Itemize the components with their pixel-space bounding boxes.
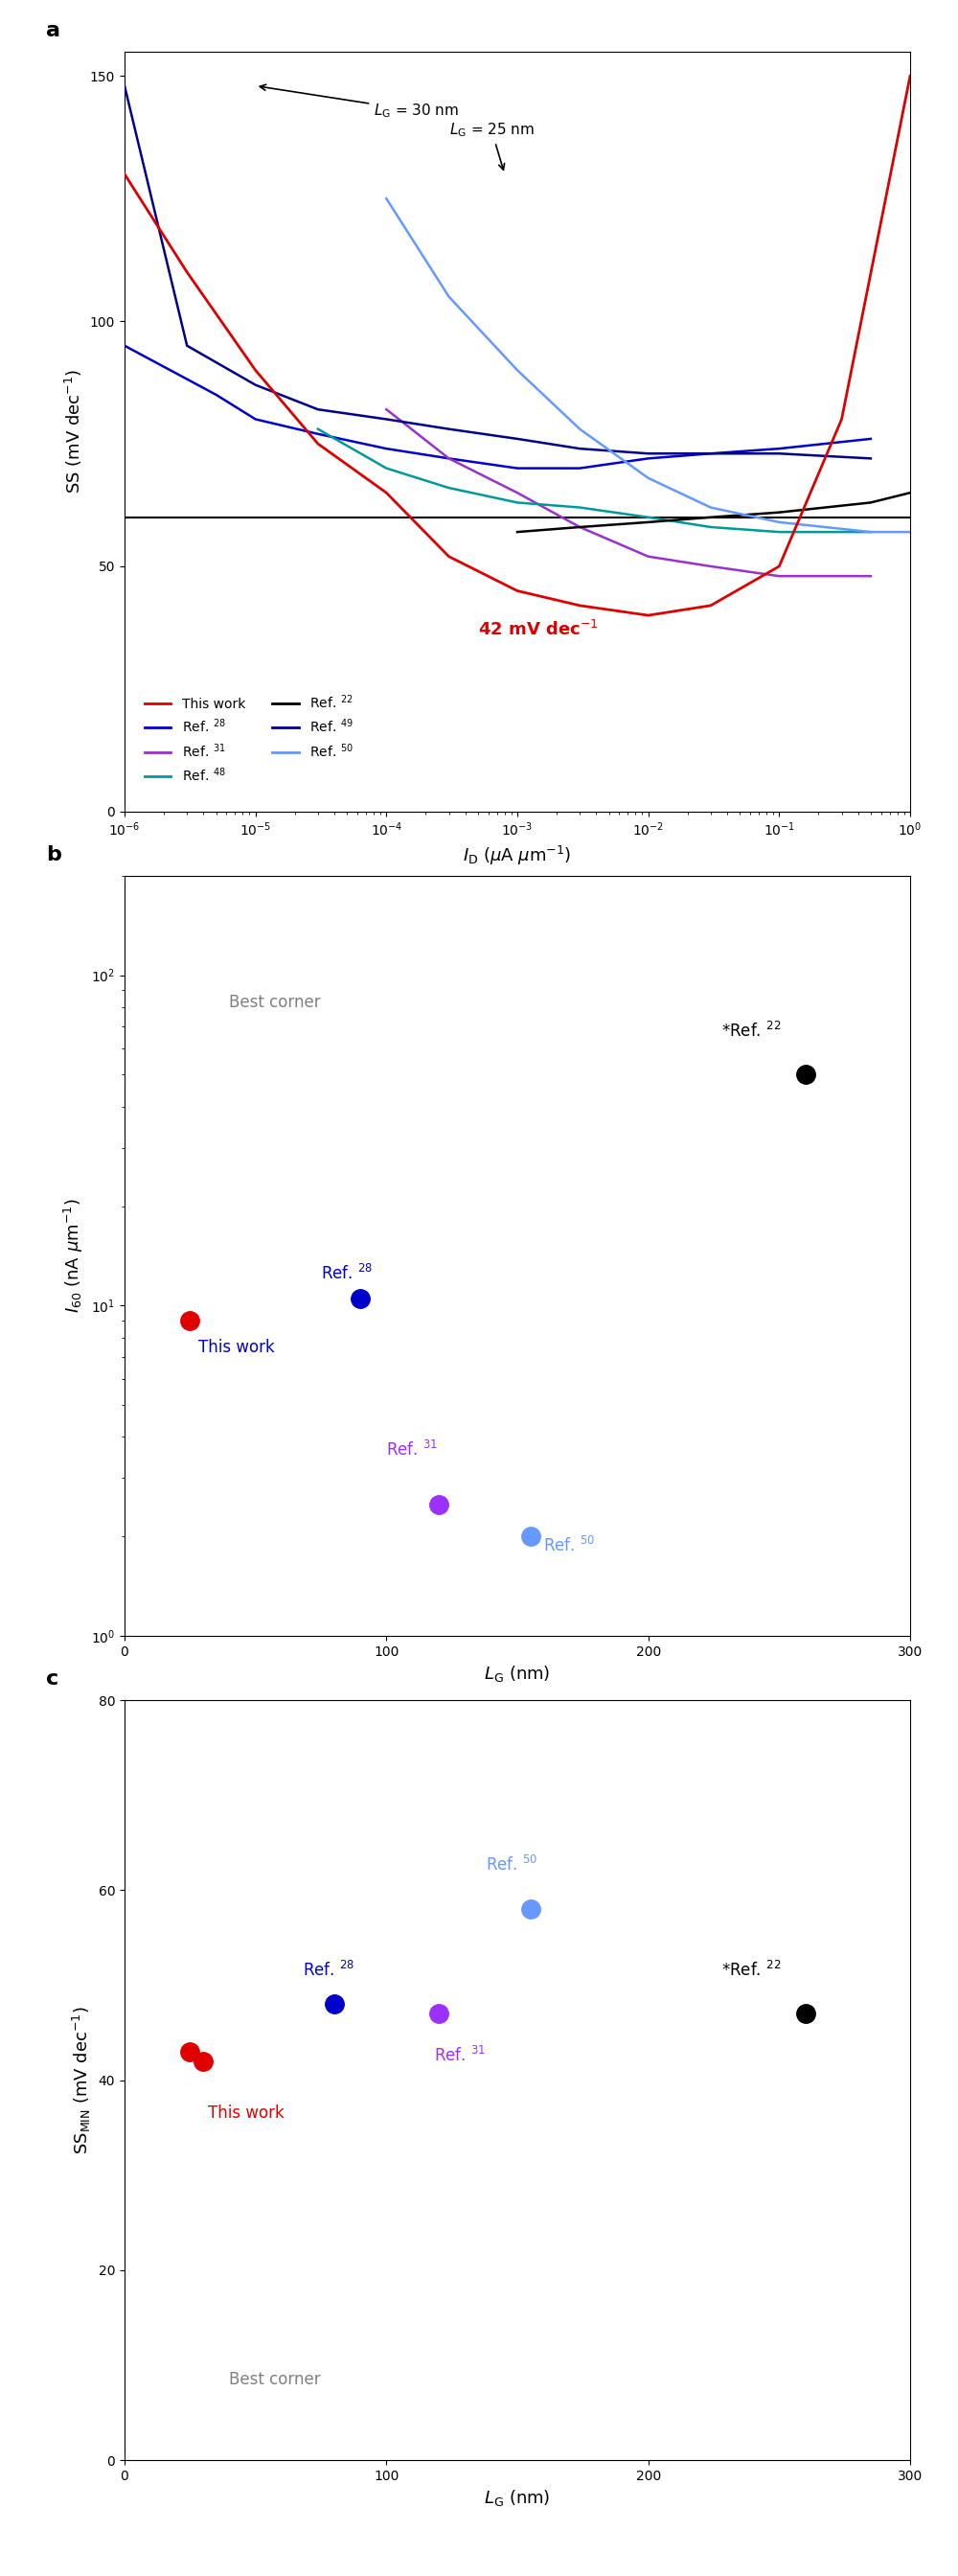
Text: 42 mV dec$^{-1}$: 42 mV dec$^{-1}$ bbox=[478, 618, 598, 639]
Text: c: c bbox=[46, 1669, 58, 1690]
Legend: This work, Ref. $^{28}$, Ref. $^{31}$, Ref. $^{48}$, Ref. $^{22}$, Ref. $^{49}$,: This work, Ref. $^{28}$, Ref. $^{31}$, R… bbox=[139, 688, 358, 791]
Text: *Ref. $^{22}$: *Ref. $^{22}$ bbox=[721, 1960, 782, 1978]
Text: Ref. $^{31}$: Ref. $^{31}$ bbox=[386, 1440, 438, 1461]
Text: $L_{\rm G}$ = 30 nm: $L_{\rm G}$ = 30 nm bbox=[260, 85, 459, 118]
Text: Best corner: Best corner bbox=[229, 994, 321, 1012]
Text: Ref. $^{50}$: Ref. $^{50}$ bbox=[543, 1535, 596, 1556]
Text: This work: This work bbox=[198, 1340, 274, 1358]
Text: Best corner: Best corner bbox=[229, 2370, 321, 2388]
Text: b: b bbox=[46, 845, 61, 866]
Text: *Ref. $^{22}$: *Ref. $^{22}$ bbox=[721, 1023, 782, 1041]
Y-axis label: SS (mV dec$^{-1}$): SS (mV dec$^{-1}$) bbox=[63, 368, 84, 495]
X-axis label: $L_{\rm G}$ (nm): $L_{\rm G}$ (nm) bbox=[484, 1664, 551, 1685]
Text: Ref. $^{28}$: Ref. $^{28}$ bbox=[303, 1960, 354, 1978]
Text: Ref. $^{28}$: Ref. $^{28}$ bbox=[321, 1265, 373, 1283]
X-axis label: $L_{\rm G}$ (nm): $L_{\rm G}$ (nm) bbox=[484, 2488, 551, 2509]
Text: a: a bbox=[46, 21, 60, 41]
Y-axis label: SS$_{\rm MIN}$ (mV dec$^{-1}$): SS$_{\rm MIN}$ (mV dec$^{-1}$) bbox=[71, 2007, 93, 2154]
Text: This work: This work bbox=[208, 2105, 285, 2123]
Text: $L_{\rm G}$ = 25 nm: $L_{\rm G}$ = 25 nm bbox=[449, 121, 535, 170]
Text: Ref. $^{31}$: Ref. $^{31}$ bbox=[434, 2045, 486, 2066]
X-axis label: $I_{\rm D}$ ($\mu$A $\mu$m$^{-1}$): $I_{\rm D}$ ($\mu$A $\mu$m$^{-1}$) bbox=[463, 845, 572, 868]
Y-axis label: $I_{60}$ (nA $\mu$m$^{-1}$): $I_{60}$ (nA $\mu$m$^{-1}$) bbox=[62, 1198, 85, 1314]
Text: Ref. $^{50}$: Ref. $^{50}$ bbox=[486, 1855, 538, 1875]
